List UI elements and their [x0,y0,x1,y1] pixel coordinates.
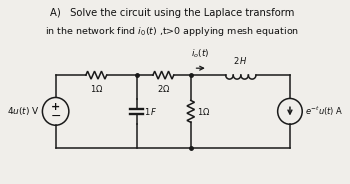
Text: $4u(t)$ V: $4u(t)$ V [7,105,40,117]
Text: $1\Omega$: $1\Omega$ [90,83,103,94]
Text: $e^{-t}u(t)$ A: $e^{-t}u(t)$ A [305,105,344,118]
Text: $i_o(t)$: $i_o(t)$ [191,48,209,60]
Text: −: − [50,110,61,123]
Text: $2\,H$: $2\,H$ [233,55,248,66]
Text: +: + [51,102,60,112]
Text: $1\,F$: $1\,F$ [145,106,158,117]
Text: in the network find $i_0(t)$ ,t>0 applying mesh equation: in the network find $i_0(t)$ ,t>0 applyi… [45,24,299,38]
Text: $1\Omega$: $1\Omega$ [197,106,211,117]
Text: $2\Omega$: $2\Omega$ [157,83,170,94]
Text: A)   Solve the circuit using the Laplace transform: A) Solve the circuit using the Laplace t… [50,8,294,18]
